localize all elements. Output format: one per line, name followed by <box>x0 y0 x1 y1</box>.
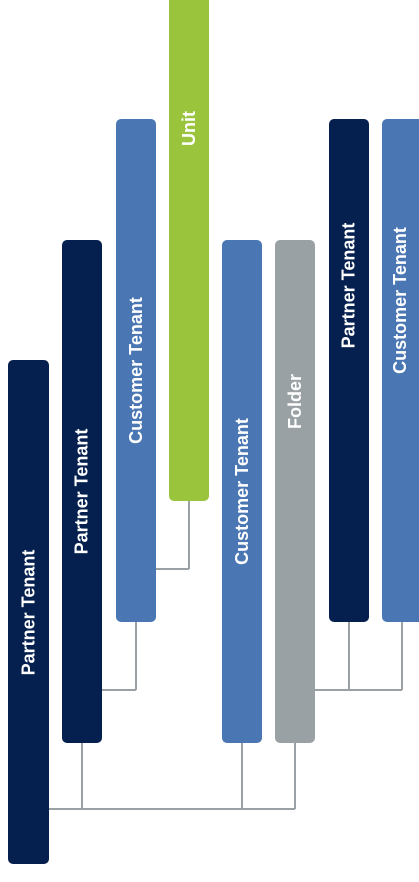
node-customer-tenant-a: Customer Tenant <box>116 119 156 622</box>
node-customer-tenant-folder: Customer Tenant <box>382 119 419 622</box>
node-label: Unit <box>178 110 199 146</box>
node-label: Customer Tenant <box>125 297 146 444</box>
node-unit: Unit <box>169 0 209 501</box>
node-partner-tenant-folder: Partner Tenant <box>329 119 369 622</box>
node-label: Customer Tenant <box>231 418 252 565</box>
node-label: Partner Tenant <box>18 549 39 675</box>
node-label: Partner Tenant <box>338 222 359 349</box>
node-label: Partner Tenant <box>71 428 92 555</box>
node-customer-tenant-b: Customer Tenant <box>222 240 262 743</box>
node-partner-tenant-root: Partner Tenant <box>8 360 49 864</box>
node-label: Customer Tenant <box>390 227 410 374</box>
node-label: Folder <box>284 373 305 430</box>
node-folder: Folder <box>275 240 315 743</box>
node-partner-tenant-child: Partner Tenant <box>62 240 102 743</box>
